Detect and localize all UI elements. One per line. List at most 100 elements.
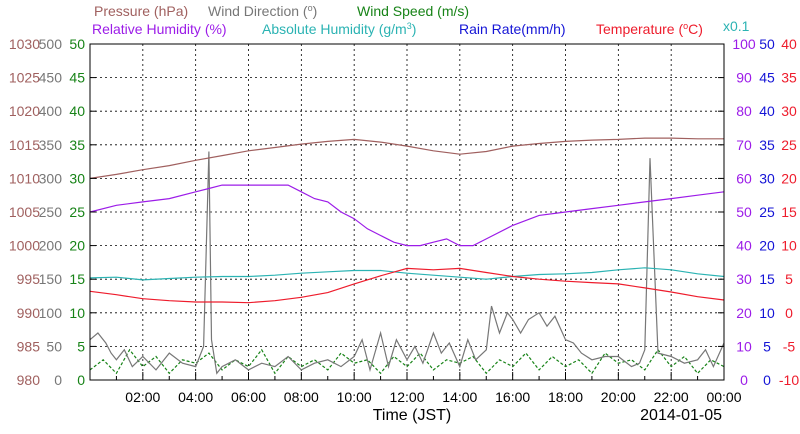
y-tick-label-wind-speed: 5 <box>77 338 85 354</box>
y-tick-label-wind-speed: 30 <box>69 170 85 186</box>
y-tick-label-pressure: 995 <box>17 271 41 287</box>
chart-series <box>89 137 725 375</box>
legend-wind-speed: Wind Speed (m/s) <box>357 3 469 19</box>
y-tick-label-relative-humidity: 100 <box>732 36 756 52</box>
chart-grid <box>90 44 724 380</box>
y-tick-label-relative-humidity: 40 <box>736 238 752 254</box>
y-tick-label-wind-speed: 50 <box>69 36 85 52</box>
legend-rain-rate: Rain Rate(mm/h) <box>459 21 566 37</box>
y-tick-label-rain-rate: 50 <box>759 36 775 52</box>
y-tick-label-relative-humidity: 10 <box>736 338 752 354</box>
x-tick-label: 08:00 <box>284 389 319 405</box>
y-tick-label-wind-direction: 100 <box>39 305 63 321</box>
y-tick-label-wind-speed: 40 <box>69 103 85 119</box>
y-tick-label-relative-humidity: 60 <box>736 170 752 186</box>
y-tick-label-relative-humidity: 30 <box>736 271 752 287</box>
y-tick-label-wind-speed: 20 <box>69 238 85 254</box>
legend-pressure: Pressure (hPa) <box>94 3 188 19</box>
y-tick-label-temperature: 0 <box>785 305 793 321</box>
y-tick-label-pressure: 1005 <box>9 204 40 220</box>
y-tick-label-pressure: 1015 <box>9 137 40 153</box>
y-tick-label-wind-direction: 150 <box>39 271 63 287</box>
y-tick-label-temperature: 40 <box>781 36 797 52</box>
y-tick-label-temperature: 10 <box>781 238 797 254</box>
y-tick-label-rain-rate: 5 <box>763 338 771 354</box>
series-relative-humidity <box>89 184 725 247</box>
y-tick-label-pressure: 1010 <box>9 170 40 186</box>
y-tick-label-temperature: -10 <box>779 372 799 388</box>
y-tick-label-wind-direction: 500 <box>39 36 63 52</box>
legend-wind-direction: Wind Direction (o) <box>208 3 317 19</box>
y-tick-label-wind-speed: 10 <box>69 305 85 321</box>
y-tick-label-wind-direction: 450 <box>39 70 63 86</box>
y-tick-label-rain-rate: 25 <box>759 204 775 220</box>
legend-relative-humidity: Relative Humidity (%) <box>92 21 227 37</box>
legend-absolute-humidity: Absolute Humidity (g/m3) <box>262 21 416 37</box>
y-tick-label-temperature: 15 <box>781 204 797 220</box>
date-label: 2014-01-05 <box>640 407 722 424</box>
y-tick-label-pressure: 1025 <box>9 70 40 86</box>
x-tick-label: 14:00 <box>442 389 477 405</box>
y-tick-label-relative-humidity: 80 <box>736 103 752 119</box>
y-tick-label-wind-speed: 0 <box>77 372 85 388</box>
chart-legend: Pressure (hPa) Wind Direction (o) Wind S… <box>92 3 750 37</box>
y-tick-label-pressure: 1000 <box>9 238 40 254</box>
y-tick-label-wind-direction: 50 <box>46 338 62 354</box>
y-tick-label-rain-rate: 10 <box>759 305 775 321</box>
x-tick-label: 20:00 <box>601 389 636 405</box>
y-tick-label-wind-speed: 45 <box>69 70 85 86</box>
y-tick-label-rain-rate: 20 <box>759 238 775 254</box>
y-tick-label-rain-rate: 0 <box>763 372 771 388</box>
y-tick-label-wind-direction: 250 <box>39 204 63 220</box>
x-tick-label: 04:00 <box>178 389 213 405</box>
y-tick-label-temperature: 25 <box>781 137 797 153</box>
y-tick-label-pressure: 1020 <box>9 103 40 119</box>
y-tick-label-wind-direction: 300 <box>39 170 63 186</box>
x-tick-label: 16:00 <box>495 389 530 405</box>
series-wind-speed-m-s <box>89 348 725 375</box>
x-tick-label: 02:00 <box>125 389 160 405</box>
y-tick-label-wind-direction: 400 <box>39 103 63 119</box>
y-tick-label-pressure: 990 <box>17 305 41 321</box>
chart-x-axis: 02:00 04:00 06:00 08:00 10:00 12:00 14:00 16:00… <box>115 372 742 405</box>
y-tick-label-rain-rate: 45 <box>759 70 775 86</box>
y-tick-label-wind-speed: 15 <box>69 271 85 287</box>
y-tick-label-relative-humidity: 50 <box>736 204 752 220</box>
y-tick-label-relative-humidity: 20 <box>736 305 752 321</box>
y-tick-label-temperature: 20 <box>781 170 797 186</box>
y-tick-label-relative-humidity: 70 <box>736 137 752 153</box>
y-tick-label-wind-speed: 25 <box>69 204 85 220</box>
x-tick-label: 22:00 <box>654 389 689 405</box>
y-tick-label-temperature: 5 <box>785 271 793 287</box>
y-tick-label-rain-rate: 35 <box>759 137 775 153</box>
x-tick-label: 06:00 <box>231 389 266 405</box>
legend-temperature: Temperature (oC) <box>596 21 703 37</box>
y-tick-label-relative-humidity: 90 <box>736 70 752 86</box>
y-tick-label-relative-humidity: 0 <box>740 372 748 388</box>
y-tick-label-temperature: 30 <box>781 103 797 119</box>
y-tick-label-wind-direction: 200 <box>39 238 63 254</box>
x-tick-label: 12:00 <box>389 389 424 405</box>
series-wind-direction <box>89 151 725 375</box>
x-tick-label: 00:00 <box>706 389 741 405</box>
series-pressure-hpa <box>89 137 724 179</box>
y-tick-label-pressure: 1030 <box>9 36 40 52</box>
y-tick-label-temperature: -5 <box>783 338 796 354</box>
y-tick-label-pressure: 985 <box>17 338 41 354</box>
y-tick-label-wind-direction: 350 <box>39 137 63 153</box>
y-tick-label-pressure: 980 <box>17 372 41 388</box>
series-temperature-c <box>89 267 725 304</box>
series-absolute-humidity-g-m3 <box>89 267 725 281</box>
y-tick-label-rain-rate: 40 <box>759 103 775 119</box>
x-tick-label: 10:00 <box>337 389 372 405</box>
y-tick-label-wind-direction: 0 <box>54 372 62 388</box>
y-tick-label-wind-speed: 35 <box>69 137 85 153</box>
chart-y-axes: 1030102510201015101010051000995990985980… <box>9 36 799 388</box>
y-tick-label-rain-rate: 15 <box>759 271 775 287</box>
y-tick-label-rain-rate: 30 <box>759 170 775 186</box>
legend-multiplier: x0.1 <box>723 18 750 34</box>
y-tick-label-temperature: 35 <box>781 70 797 86</box>
x-tick-label: 18:00 <box>548 389 583 405</box>
x-axis-label: Time (JST) <box>373 407 452 424</box>
